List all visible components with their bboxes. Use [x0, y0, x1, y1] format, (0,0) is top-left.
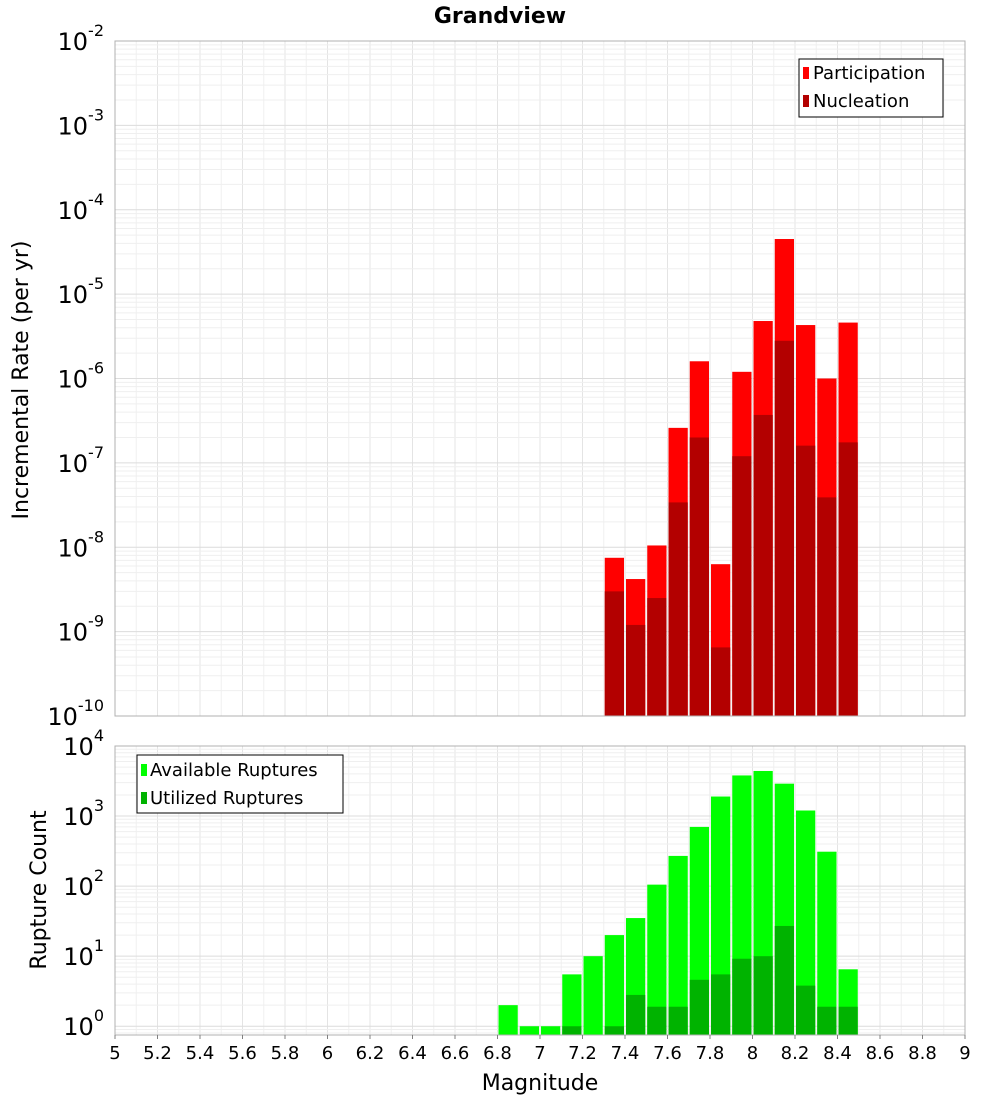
count-bar-utilized-ruptures: [604, 1026, 624, 1035]
y-tick-label: 10-5: [58, 274, 105, 309]
count-bar-utilized-ruptures: [689, 979, 709, 1035]
available-legend-swatch: [141, 764, 147, 776]
count-panel: 100 101 102 103 104 5 5.2 5.4 5.6 5.8 6 6.2 6.4 6.6 6…: [27, 726, 971, 1096]
participation-legend-label: Participation: [813, 63, 925, 84]
x-tick-label: 5.8: [271, 1043, 300, 1064]
x-tick-label: 6.4: [398, 1043, 427, 1064]
count-bar-utilized-ruptures: [817, 1006, 837, 1035]
rate-bar-nucleation: [838, 442, 858, 716]
count-bar-utilized-ruptures: [732, 958, 752, 1035]
rate-bar-nucleation: [604, 591, 624, 716]
count-bar-available-ruptures: [519, 1026, 539, 1035]
count-legend-box: [136, 754, 344, 814]
x-tick-label: 8: [747, 1043, 758, 1064]
y-tick-label: 102: [63, 866, 104, 901]
count-bar-available-ruptures: [541, 1026, 561, 1035]
x-tick-label: 5.2: [143, 1043, 172, 1064]
x-tick-label: 6.2: [356, 1043, 385, 1064]
count-bar-utilized-ruptures: [796, 985, 816, 1035]
x-tick-label: 7.4: [611, 1043, 640, 1064]
count-bar-utilized-ruptures: [711, 974, 731, 1035]
rate-bar-nucleation: [668, 502, 688, 716]
x-tick-label: 8.2: [781, 1043, 810, 1064]
rate-bar-nucleation: [817, 497, 837, 716]
rate-legend-box: [798, 58, 944, 118]
count-bar-available-ruptures: [817, 851, 837, 1035]
rate-bar-nucleation: [647, 598, 667, 716]
count-bar-available-ruptures: [796, 810, 816, 1035]
rate-bar-nucleation: [626, 624, 646, 716]
rate-legend: Participation Nucleation: [798, 58, 944, 118]
count-bar-available-ruptures: [583, 956, 603, 1035]
y-tick-label: 10-6: [58, 359, 105, 394]
nucleation-legend-label: Nucleation: [813, 91, 909, 112]
utilized-legend-label: Utilized Ruptures: [150, 788, 303, 809]
rate-bars: [604, 239, 858, 716]
participation-legend-swatch: [803, 67, 809, 79]
rate-bar-nucleation: [711, 647, 731, 716]
rate-bar-nucleation: [753, 414, 773, 716]
count-y-ticks: 100 101 102 103 104: [63, 726, 104, 1041]
rate-gridlines: [115, 41, 965, 716]
rate-plot-frame: [114, 40, 966, 717]
magnitude-x-ticks: 5 5.2 5.4 5.6 5.8 6 6.2 6.4 6.6 6.8 7 7.2 7.4 7.6 7.8 8…: [109, 1035, 971, 1064]
x-tick-label: 6.8: [483, 1043, 512, 1064]
x-tick-label: 7.6: [653, 1043, 682, 1064]
x-tick-label: 6.6: [441, 1043, 470, 1064]
count-bar-available-ruptures: [498, 1005, 518, 1035]
y-tick-label: 10-7: [58, 443, 105, 478]
rate-y-axis-label: Incremental Rate (per yr): [9, 241, 34, 520]
count-bar-available-ruptures: [668, 855, 688, 1035]
x-tick-label: 6: [322, 1043, 333, 1064]
magnitude-x-axis-label: Magnitude: [482, 1071, 599, 1096]
x-tick-label: 5: [109, 1043, 120, 1064]
count-bars: [498, 770, 858, 1035]
y-tick-label: 101: [63, 936, 104, 971]
y-tick-label: 10-8: [58, 527, 105, 562]
y-tick-label: 10-10: [47, 696, 104, 731]
x-tick-label: 7.2: [568, 1043, 597, 1064]
count-bar-available-ruptures: [562, 974, 582, 1035]
x-tick-label: 8.8: [908, 1043, 937, 1064]
x-tick-label: 7.8: [696, 1043, 725, 1064]
count-bar-utilized-ruptures: [838, 1006, 858, 1035]
y-tick-label: 10-4: [58, 190, 105, 225]
x-tick-label: 8.4: [823, 1043, 852, 1064]
y-tick-label: 100: [63, 1006, 104, 1041]
available-legend-label: Available Ruptures: [150, 760, 318, 781]
rate-panel: 10-10 10-9 10-8 10-7 10-6 10-5 10-4 10-3 10-2 In…: [9, 21, 966, 731]
rate-bar-nucleation: [796, 445, 816, 716]
y-tick-label: 10-9: [58, 612, 105, 647]
rate-bar-nucleation: [689, 437, 709, 716]
x-tick-label: 5.4: [186, 1043, 215, 1064]
count-bar-utilized-ruptures: [626, 994, 646, 1035]
count-bar-utilized-ruptures: [562, 1026, 582, 1035]
utilized-legend-swatch: [141, 792, 147, 804]
y-tick-label: 10-2: [58, 21, 105, 56]
x-tick-label: 5.6: [228, 1043, 257, 1064]
x-tick-label: 9: [959, 1043, 970, 1064]
rate-y-ticks: 10-10 10-9 10-8 10-7 10-6 10-5 10-4 10-3 10-2: [47, 21, 104, 731]
rate-bar-nucleation: [732, 456, 752, 716]
count-bar-utilized-ruptures: [647, 1006, 667, 1035]
y-tick-label: 104: [63, 726, 104, 761]
x-tick-label: 7: [534, 1043, 545, 1064]
count-bar-utilized-ruptures: [668, 1006, 688, 1035]
count-legend: Available Ruptures Utilized Ruptures: [136, 754, 344, 814]
count-bar-available-ruptures: [604, 935, 624, 1035]
rate-bar-nucleation: [774, 340, 794, 716]
count-bar-available-ruptures: [647, 884, 667, 1035]
x-tick-label: 8.6: [866, 1043, 895, 1064]
y-tick-label: 10-3: [58, 105, 105, 140]
nucleation-legend-swatch: [803, 95, 809, 107]
count-bar-utilized-ruptures: [753, 956, 773, 1035]
count-y-axis-label: Rupture Count: [27, 810, 52, 970]
count-bar-utilized-ruptures: [774, 925, 794, 1035]
chart-title: Grandview: [434, 4, 566, 29]
y-tick-label: 103: [63, 796, 104, 831]
